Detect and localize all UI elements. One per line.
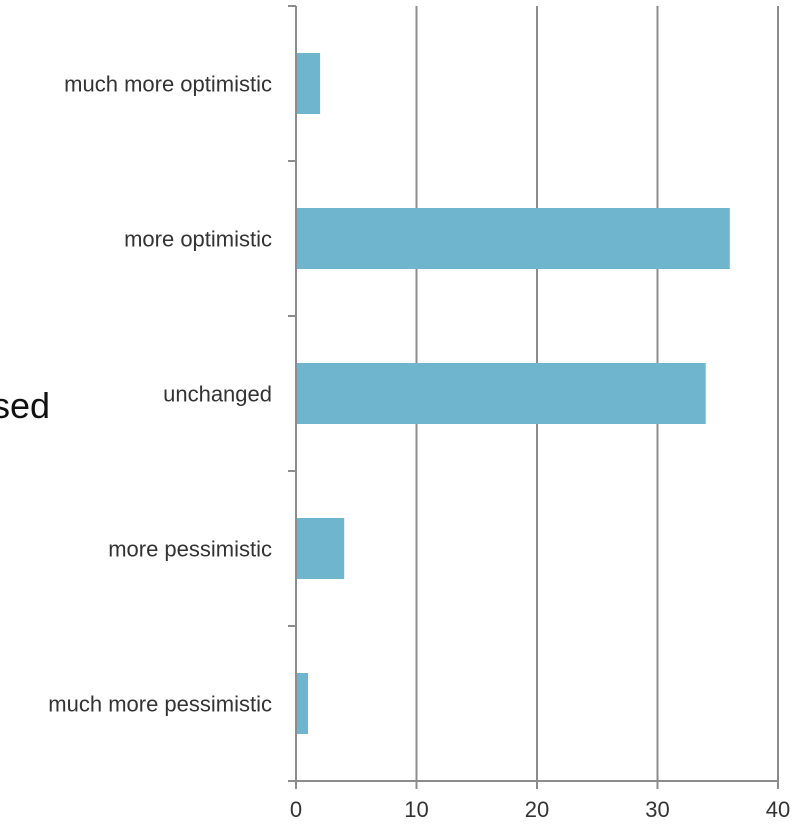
- bar-more-optimistic: [296, 208, 730, 269]
- bar-unchanged: [296, 363, 706, 424]
- x-tick-label: 0: [290, 797, 302, 822]
- x-tick-label: 20: [525, 797, 549, 822]
- axes: [288, 5, 779, 789]
- labels: much more optimistic more optimistic uncha…: [48, 72, 790, 823]
- bar-more-pessimistic: [296, 518, 345, 579]
- partial-side-text: sed: [0, 385, 50, 426]
- bar-much-more-optimistic: [296, 53, 321, 114]
- x-tick-label: 30: [645, 797, 669, 822]
- category-label: more optimistic: [124, 227, 272, 252]
- bar-much-more-pessimistic: [296, 673, 309, 734]
- category-label: much more pessimistic: [48, 692, 272, 717]
- category-label: unchanged: [163, 382, 272, 407]
- bars: [296, 53, 730, 734]
- category-label: much more optimistic: [64, 72, 272, 97]
- x-tick-label: 10: [404, 797, 428, 822]
- x-tick-label: 40: [766, 797, 790, 822]
- category-label: more pessimistic: [108, 537, 272, 562]
